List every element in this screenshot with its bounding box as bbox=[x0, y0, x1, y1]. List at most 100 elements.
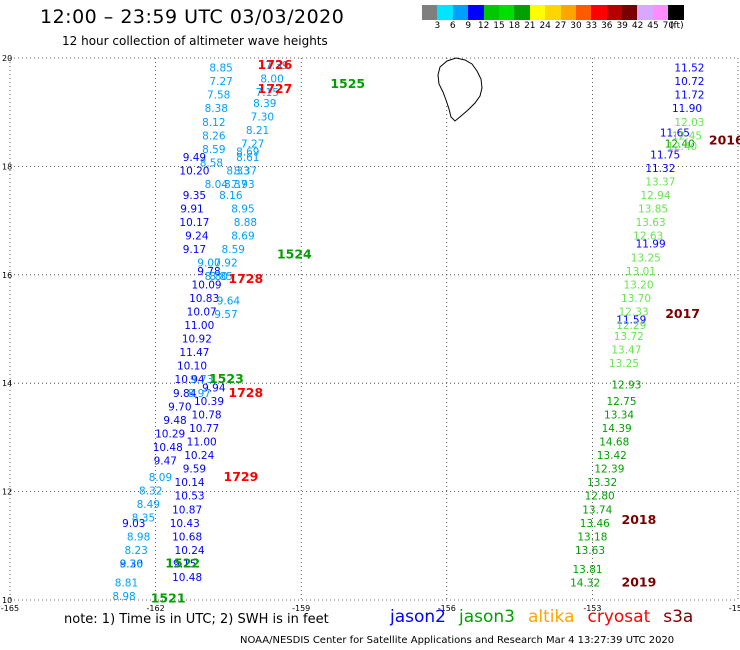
swh-value: 8.88 bbox=[234, 217, 257, 229]
swh-value: 9.03 bbox=[122, 518, 145, 530]
swh-value: 11.72 bbox=[674, 90, 704, 102]
colorbar-label: 18 bbox=[508, 21, 521, 31]
swh-value: 11.59 bbox=[616, 315, 646, 327]
legend-item-s3a: s3a bbox=[663, 607, 694, 627]
swh-value: 13.18 bbox=[577, 531, 607, 543]
colorbar-swatch bbox=[652, 5, 669, 20]
swh-value: 11.52 bbox=[674, 63, 704, 75]
swh-value: 13.25 bbox=[609, 358, 639, 370]
swh-value: 7.93 bbox=[231, 179, 254, 191]
swh-value: 8.04 bbox=[205, 179, 229, 191]
swh-value: 14.68 bbox=[599, 437, 629, 449]
swh-value: 13.63 bbox=[575, 545, 605, 557]
swh-value: 10.72 bbox=[674, 76, 704, 88]
swh-value: 12.63 bbox=[633, 231, 663, 243]
lat-tick-label: 16 bbox=[2, 271, 12, 280]
pass-time-label: 2018 bbox=[622, 512, 657, 527]
swh-value: 13.34 bbox=[604, 409, 634, 421]
swh-value: 9.00 bbox=[197, 258, 220, 270]
swh-value: 9.17 bbox=[183, 244, 206, 256]
lat-tick-label: 18 bbox=[2, 162, 12, 171]
swh-value: 10.10 bbox=[177, 361, 207, 373]
swh-value: 10.68 bbox=[172, 531, 202, 543]
pass-time-label: 1524 bbox=[277, 247, 312, 262]
swh-value: 10.48 bbox=[153, 442, 183, 454]
swh-value: 10.20 bbox=[179, 166, 209, 178]
lat-tick-label: 14 bbox=[2, 379, 12, 388]
colorbar-label: 6 bbox=[449, 21, 456, 31]
swh-value: 8.59 bbox=[222, 244, 245, 256]
pass-time-label: 1728 bbox=[228, 385, 263, 400]
swh-value: 7.15 bbox=[256, 87, 279, 99]
pass-time-label: 1521 bbox=[151, 591, 186, 606]
colorbar-label: 36 bbox=[601, 21, 613, 31]
swh-value: 10.77 bbox=[189, 423, 219, 435]
swh-value: 9.91 bbox=[180, 203, 203, 215]
pass-time-label: 1522 bbox=[165, 555, 200, 570]
swh-value: 10.24 bbox=[184, 450, 214, 462]
swh-value: 9.35 bbox=[183, 190, 206, 202]
lon-tick-label: -150 bbox=[729, 604, 740, 613]
swh-value: 7.39 bbox=[265, 60, 288, 72]
colorbar-swatch bbox=[591, 5, 607, 20]
swh-value: 12.75 bbox=[606, 396, 636, 408]
colorbar bbox=[422, 5, 684, 20]
lat-tick-label: 10 bbox=[2, 596, 12, 605]
swh-value: 10.07 bbox=[187, 306, 217, 318]
colorbar-label: 33 bbox=[585, 21, 598, 31]
swh-value: 7.30 bbox=[251, 111, 274, 123]
swh-value: 9.49 bbox=[183, 152, 206, 164]
legend-item-jason2: jason2 bbox=[390, 607, 446, 627]
swh-value: 11.90 bbox=[672, 103, 702, 115]
swh-value: 9.94 bbox=[202, 382, 226, 394]
swh-value: 10.09 bbox=[192, 279, 222, 291]
lon-tick-label: -162 bbox=[147, 604, 165, 613]
swh-value: 9.57 bbox=[214, 309, 237, 321]
swh-value: 8.00 bbox=[260, 73, 283, 85]
swh-value: 13.85 bbox=[638, 203, 668, 215]
colorbar-label: 24 bbox=[539, 21, 551, 31]
pass-time-label: 1523 bbox=[209, 371, 244, 386]
swh-value: 9.84 bbox=[173, 388, 197, 400]
pass-time-label: 1726 bbox=[258, 57, 293, 72]
swh-value: 8.85 bbox=[209, 271, 232, 283]
swh-value: 10.53 bbox=[175, 491, 205, 503]
swh-value: 8.49 bbox=[137, 499, 160, 511]
swh-value: 8.32 bbox=[139, 485, 162, 497]
colorbar-swatch bbox=[422, 5, 438, 20]
swh-value: 12.33 bbox=[619, 306, 649, 318]
swh-value: 7.58 bbox=[207, 90, 230, 102]
pass-time-label: 1525 bbox=[330, 76, 365, 91]
swh-value: 8.23 bbox=[124, 545, 147, 557]
colorbar-swatch bbox=[468, 5, 484, 20]
pass-time-label: 1727 bbox=[258, 81, 293, 96]
colorbar-swatch bbox=[452, 5, 469, 20]
colorbar-label: 12 bbox=[477, 21, 490, 31]
swh-value: 8.59 bbox=[202, 144, 225, 156]
pass-time-label: 2017 bbox=[665, 306, 700, 321]
swh-value: 10.94 bbox=[175, 374, 205, 386]
colorbar-label: 15 bbox=[493, 21, 505, 31]
swh-value: 10.78 bbox=[192, 409, 222, 421]
chart-title: 12:00 – 23:59 UTC 03/03/2020 bbox=[40, 6, 345, 28]
swh-value: 7.92 bbox=[214, 258, 237, 270]
swh-value: 11.00 bbox=[187, 437, 217, 449]
swh-value: 8.97 bbox=[188, 388, 211, 400]
swh-value: 7.27 bbox=[209, 76, 232, 88]
colorbar-swatch bbox=[483, 5, 499, 20]
swh-value: 8.80 bbox=[205, 271, 228, 283]
colorbar-label: 3 bbox=[434, 21, 441, 31]
map-grid bbox=[9, 57, 739, 601]
footer-credit: NOAA/NESDIS Center for Satellite Applica… bbox=[240, 635, 675, 646]
swh-value: 9.30 bbox=[120, 558, 143, 570]
swh-value: 8.37 bbox=[224, 179, 247, 191]
colorbar-swatch bbox=[668, 5, 684, 20]
swh-value: 10.39 bbox=[194, 396, 224, 408]
swh-value: 8.16 bbox=[219, 190, 243, 202]
swh-value: 8.95 bbox=[231, 203, 254, 215]
swh-value: 13.63 bbox=[636, 217, 666, 229]
swh-value: 13.47 bbox=[611, 344, 641, 356]
swh-value: 8.98 bbox=[127, 531, 150, 543]
